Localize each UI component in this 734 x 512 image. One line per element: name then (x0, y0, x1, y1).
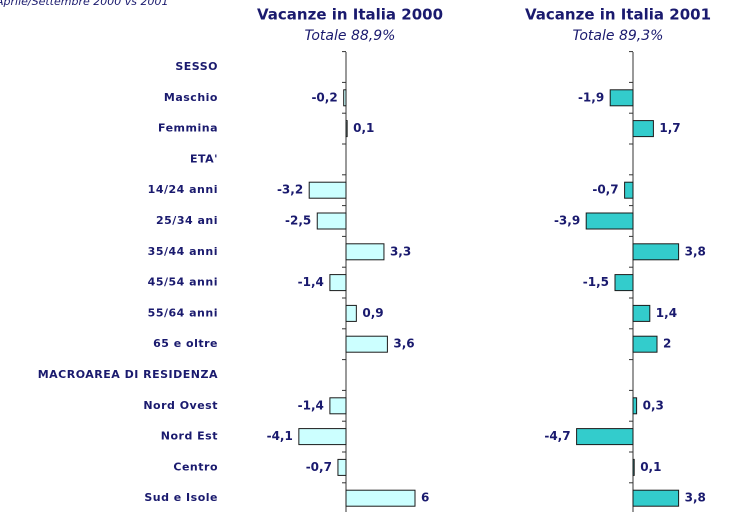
row-label: SESSO (175, 60, 218, 73)
chart-title: Vacanze in Italia 2001 (525, 6, 711, 24)
value-label: 1,7 (659, 121, 680, 135)
row-label: 14/24 anni (148, 183, 218, 196)
value-label: 3,6 (393, 337, 414, 351)
row-label: 45/54 anni (148, 276, 218, 289)
bar (632, 243, 680, 261)
row-label: MACROAREA DI RESIDENZA (38, 368, 218, 381)
value-label: -0,7 (592, 183, 618, 197)
bar (329, 274, 347, 292)
row-label: Femmina (158, 122, 218, 135)
value-label: 3,8 (685, 244, 706, 258)
row-label: Nord Ovest (143, 399, 218, 412)
row-label: 55/64 anni (148, 306, 218, 319)
value-label: 0,9 (362, 306, 383, 320)
value-label: -4,1 (267, 429, 293, 443)
value-label: -4,7 (544, 429, 570, 443)
value-label: -1,4 (298, 275, 324, 289)
bar (632, 458, 635, 476)
bar (614, 274, 634, 292)
value-label: -1,4 (298, 398, 324, 412)
chart-subtitle: Totale 89,3% (573, 28, 664, 44)
value-label: 0,3 (643, 398, 664, 412)
page-subtitle: Aprile/Settembre 2000 vs 2001 (0, 0, 168, 8)
bar (329, 397, 347, 415)
bar (345, 304, 357, 322)
bar (337, 458, 347, 476)
bar (632, 304, 651, 322)
bar (576, 428, 634, 446)
value-label: -0,2 (311, 90, 337, 104)
value-label: -1,5 (583, 275, 609, 289)
bar (345, 335, 388, 353)
bar (632, 397, 638, 415)
bar (343, 89, 347, 107)
value-label: 6 (421, 491, 429, 505)
bar (298, 428, 347, 446)
row-label: 65 e oltre (153, 337, 218, 350)
value-label: 0,1 (353, 121, 374, 135)
row-label: Centro (173, 460, 218, 473)
row-label: Maschio (164, 91, 218, 104)
value-label: 3,8 (685, 491, 706, 505)
value-label: -2,5 (285, 214, 311, 228)
bar (585, 212, 634, 230)
value-label: -3,9 (554, 214, 580, 228)
bar (345, 120, 348, 138)
value-label: 1,4 (656, 306, 677, 320)
row-label: Nord Est (161, 430, 218, 443)
chart-title: Vacanze in Italia 2000 (257, 6, 443, 24)
row-label: 25/34 ani (156, 214, 218, 227)
bar (624, 181, 634, 199)
bar (345, 489, 416, 507)
bar (308, 181, 347, 199)
bar (632, 120, 654, 138)
row-label: ETA' (190, 152, 218, 165)
bar (345, 243, 385, 261)
value-label: 0,1 (640, 460, 661, 474)
bar (609, 89, 634, 107)
value-label: -3,2 (277, 183, 303, 197)
value-label: 3,3 (390, 244, 411, 258)
row-label: Sud e Isole (144, 491, 218, 504)
value-label: -0,7 (306, 460, 332, 474)
row-label: 35/44 anni (148, 245, 218, 258)
chart-subtitle: Totale 88,9% (305, 28, 396, 44)
value-label: -1,9 (578, 90, 604, 104)
bar (632, 335, 658, 353)
bar (316, 212, 347, 230)
value-label: 2 (663, 337, 671, 351)
bar (632, 489, 680, 507)
